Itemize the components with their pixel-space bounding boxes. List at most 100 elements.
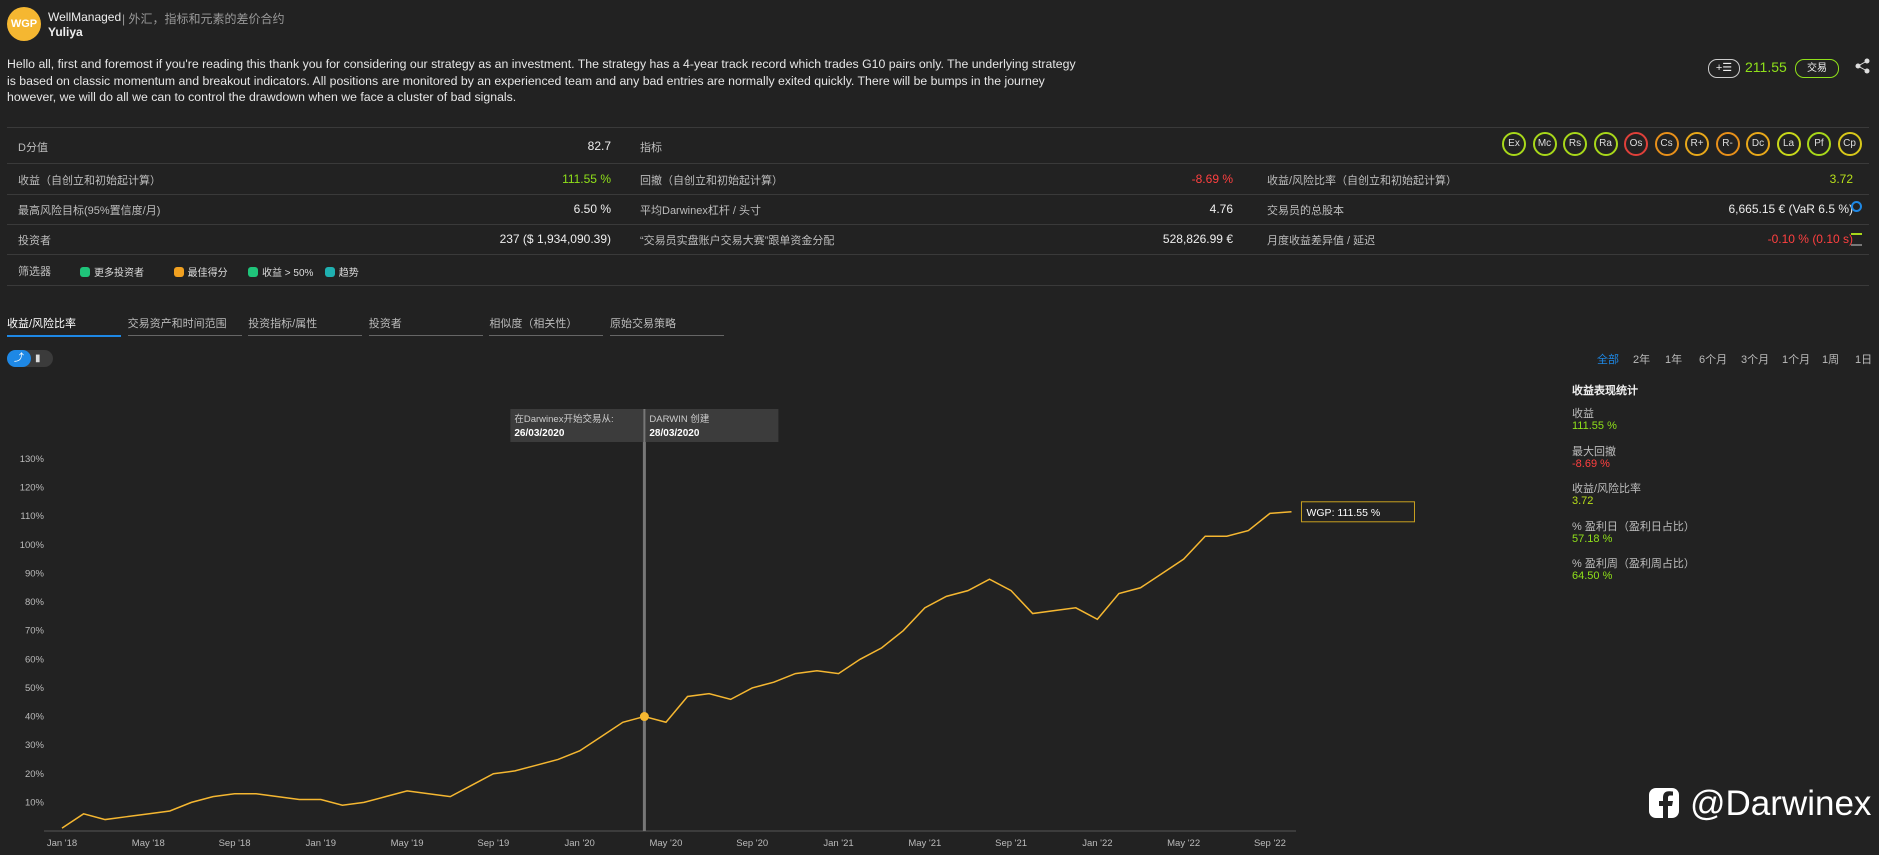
filter-tag[interactable]: 收益 > 50% [248,264,313,279]
y-tick-label: 40% [25,712,45,723]
stat-value: 237 ($ 1,934,090.39) [499,232,611,246]
sidebar-label: 收益/风险比率 [1572,483,1642,496]
stat-value: 111.55 % [562,172,611,186]
indicator-badge[interactable]: Dc [1746,132,1770,156]
sidebar-label: 收益 [1572,408,1594,420]
stat-value: -8.69 % [1191,172,1233,186]
indicators-label: 指标 [640,142,662,154]
y-tick-label: 20% [25,769,45,780]
filter-tag[interactable]: 最佳得分 [173,264,228,279]
y-tick-label: 130% [20,454,45,465]
chart-toggle[interactable]: ⤴ ▮ [7,350,53,367]
stat-label: 交易员的总股本 [1267,205,1344,217]
stat-label: 收益（自创立和初始起计算） [18,175,161,187]
annotation-date: 28/03/2020 [649,428,699,439]
logo: WGP [7,7,41,41]
y-tick-label: 10% [25,797,45,808]
tag-icon [324,267,335,277]
sidebar-label: % 盈利日（盈利日占比） [1572,520,1695,533]
x-tick-label: Sep '21 [995,838,1027,849]
y-tick-label: 50% [25,683,45,694]
score-value: 82.7 [587,139,611,153]
y-tick-label: 100% [20,540,45,551]
trader-name[interactable]: Yuliya [48,25,83,39]
tab[interactable]: 原始交易策略 [610,315,724,336]
x-tick-label: May '19 [391,838,424,849]
stat-label: 收益/风险比率（自创立和初始起计算） [1267,175,1458,187]
annotation-label: DARWIN 创建 [649,413,709,425]
score-label: D分值 [18,142,48,154]
y-tick-label: 80% [25,597,45,608]
indicator-badge[interactable]: R- [1715,132,1740,156]
filter-tag[interactable]: 趋势 [324,264,359,279]
y-tick-label: 60% [25,654,45,665]
indicator-badge[interactable]: Ex [1502,132,1526,156]
indicator-badge[interactable]: Cp [1837,132,1862,156]
stat-value: 3.72 [1829,172,1853,186]
range-button[interactable]: 1年 [1665,354,1683,366]
tag-text: 更多投资者 [94,268,144,279]
sidebar-value: 57.18 % [1572,532,1613,545]
indicator-badge[interactable]: Cs [1654,132,1679,156]
range-button[interactable]: 1个月 [1782,354,1811,366]
range-button[interactable]: 6个月 [1699,354,1728,366]
tag-icon [248,267,258,277]
tab[interactable]: 投资者 [368,315,483,336]
stat-label: 最高风险目标(95%置信度/月) [18,205,161,217]
x-tick-label: Sep '19 [477,838,509,849]
annotation-box [510,409,644,442]
stat-value: 6,665.15 € (VaR 6.5 %) [1728,202,1853,216]
range-button[interactable]: 1日 [1855,354,1873,366]
add-watchlist-button[interactable]: +☰ [1708,59,1740,78]
range-button[interactable]: 2年 [1633,354,1651,366]
tag-text: 收益 > 50% [262,268,314,279]
share-icon[interactable] [1855,58,1871,74]
stat-label: 回撤（自创立和初始起计算） [640,175,783,187]
tab[interactable]: 交易资产和时间范围 [127,315,242,336]
bar-mode[interactable]: ▮ [35,353,41,364]
sidebar-label: % 盈利周（盈利周占比） [1572,558,1695,571]
line-mode[interactable]: ⤴ [7,350,31,367]
bars-icon [1851,233,1862,246]
facebook-icon [1649,788,1679,818]
tab[interactable]: 收益/风险比率 [7,315,121,337]
indicator-badge[interactable]: Rs [1563,132,1587,156]
x-tick-label: Jan '22 [1082,838,1112,849]
stat-label: 平均Darwinex杠杆 / 头寸 [640,205,762,217]
annotation-label: 在Darwinex开始交易从: [514,413,613,425]
sidebar-title: 收益表现统计 [1572,385,1638,397]
indicator-badge[interactable]: Pf [1807,132,1831,156]
indicator-badge[interactable]: Mc [1532,132,1557,156]
range-button[interactable]: 全部 [1597,354,1619,366]
line-series [61,511,1292,829]
stat-value: 4.76 [1209,202,1233,216]
filter-tag[interactable]: 更多投资者 [80,264,144,279]
annotation-box [645,409,779,442]
x-tick-label: May '21 [908,838,941,849]
x-tick-label: May '22 [1167,838,1200,849]
filters-label: 筛选器 [18,266,51,278]
strategy-name[interactable]: WellManaged [48,10,122,24]
indicator-badge[interactable]: Os [1624,132,1648,156]
indicator-badge[interactable]: Ra [1593,132,1618,156]
y-tick-label: 70% [25,626,45,637]
trade-button[interactable]: 交易 [1795,59,1839,78]
y-tick-label: 120% [20,483,45,494]
y-tick-label: 110% [20,511,44,522]
x-tick-label: Jan '20 [565,838,595,849]
stat-value: 6.50 % [573,202,611,216]
range-button[interactable]: 1周 [1822,354,1840,366]
divider [7,163,1869,164]
watermark: @Darwinex [1690,784,1872,823]
stat-label: 月度收益差异值 / 延迟 [1267,235,1376,247]
description: Hello all, first and foremost if you're … [7,57,1076,104]
tab[interactable]: 投资指标/属性 [248,315,363,336]
tab[interactable]: 相似度（相关性） [489,315,604,336]
stat-label: 投资者 [18,235,51,247]
sidebar-label: 最大回撤 [1572,445,1616,458]
indicator-badge[interactable]: La [1776,132,1801,156]
range-button[interactable]: 3个月 [1741,354,1770,366]
y-tick-label: 90% [25,568,45,579]
indicator-badge[interactable]: R+ [1685,132,1709,156]
